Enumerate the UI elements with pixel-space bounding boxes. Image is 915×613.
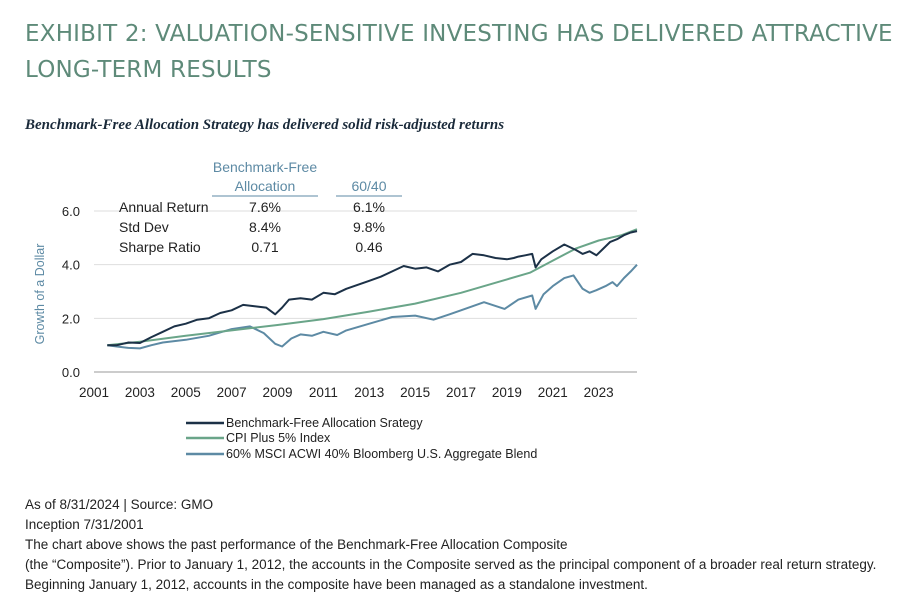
x-tick-label: 2005 [171,385,201,400]
x-tick-label: 2019 [492,385,522,400]
stats-row-label: Std Dev [119,219,169,235]
footnote-asof: As of 8/31/2024 | Source: GMO [25,497,214,512]
y-tick-label: 4.0 [62,258,80,273]
x-tick-label: 2021 [538,385,568,400]
x-tick-label: 2023 [584,385,614,400]
footnote-disclosure-1: The chart above shows the past performan… [25,537,568,552]
footnote-inception: Inception 7/31/2001 [25,517,144,532]
y-tick-label: 0.0 [62,365,80,380]
stats-table: Benchmark-Free Allocation 60/40 Annual R… [119,159,402,255]
stats-col1-header-line1: Benchmark-Free [213,159,317,175]
x-tick-label: 2015 [400,385,430,400]
y-tick-label: 2.0 [62,311,80,326]
exhibit-title: EXHIBIT 2: VALUATION-SENSITIVE INVESTING… [25,21,893,83]
chart-legend: Benchmark-Free Allocation Srategy CPI Pl… [186,416,537,461]
stats-row-label: Annual Return [119,199,209,215]
growth-line-chart: 0.0 2.0 4.0 6.0 2001 2003 2005 2007 2009 2011 2013… [33,159,638,461]
y-tick-label: 6.0 [62,204,80,219]
footnote: As of 8/31/2024 | Source: GMO Inception … [25,495,895,595]
x-tick-label: 2001 [79,385,109,400]
stats-row-label: Sharpe Ratio [119,239,201,255]
footnote-disclosure-2: (the “Composite”). Prior to January 1, 2… [25,557,877,592]
x-tick-label: 2009 [263,385,293,400]
x-tick-label: 2017 [446,385,476,400]
stats-row-value: 8.4% [249,219,281,235]
series-line-blend-60-40 [107,264,638,350]
x-tick-label: 2011 [309,385,338,400]
series-layer [107,228,638,350]
axis-layer: 0.0 2.0 4.0 6.0 2001 2003 2005 2007 2009 2011 2013… [62,204,637,400]
legend-label-benchmark-free: Benchmark-Free Allocation Srategy [226,416,423,430]
x-tick-label: 2013 [354,385,384,400]
series-line-benchmark-free [107,230,638,347]
x-tick-label: 2003 [125,385,155,400]
stats-row-value: 0.71 [251,239,278,255]
stats-row-value: 6.1% [353,199,385,215]
legend-label-blend-60-40: 60% MSCI ACWI 40% Bloomberg U.S. Aggrega… [226,447,537,461]
stats-row-value: 0.46 [355,239,382,255]
chart-subtitle: Benchmark-Free Allocation Strategy has d… [25,117,505,133]
stats-row-value: 7.6% [249,199,281,215]
series-line-cpi-plus-5 [107,228,638,347]
stats-col1-header-line2: Allocation [235,178,296,194]
y-axis-label: Growth of a Dollar [33,244,47,345]
legend-label-cpi-plus-5: CPI Plus 5% Index [226,431,331,445]
stats-col2-header: 60/40 [351,178,386,194]
stats-row-value: 9.8% [353,219,385,235]
x-tick-label: 2007 [217,385,247,400]
